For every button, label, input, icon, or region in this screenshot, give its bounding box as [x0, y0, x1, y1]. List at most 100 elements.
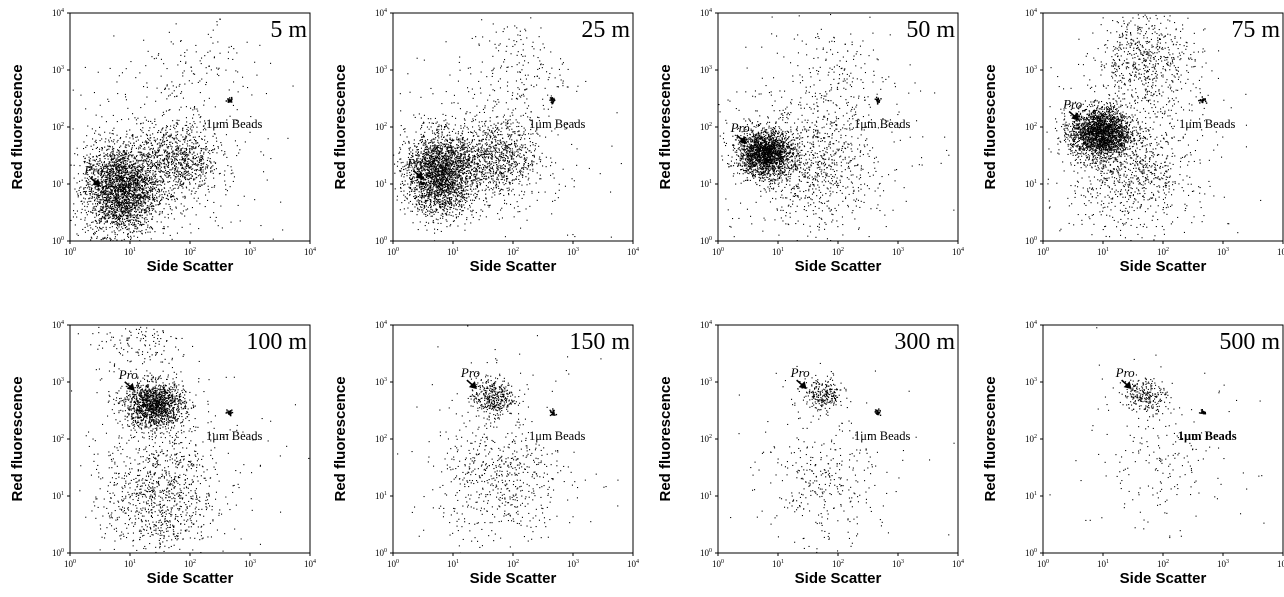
scatter-point: [157, 164, 159, 166]
scatter-point: [457, 156, 459, 158]
scatter-point: [191, 190, 193, 192]
scatter-point: [98, 229, 100, 231]
scatter-point: [112, 193, 114, 195]
scatter-point: [120, 164, 122, 166]
scatter-point: [134, 181, 136, 183]
scatter-point: [435, 204, 437, 206]
scatter-point: [450, 180, 452, 182]
scatter-point: [162, 111, 164, 113]
scatter-point: [415, 185, 417, 187]
scatter-point: [144, 201, 146, 203]
scatter-point: [112, 129, 114, 131]
scatter-point: [159, 203, 161, 205]
scatter-point: [181, 159, 183, 161]
scatter-point: [448, 173, 450, 175]
scatter-point: [135, 190, 137, 192]
scatter-point: [180, 134, 182, 136]
scatter-point: [123, 223, 125, 225]
scatter-point: [438, 162, 440, 164]
scatter-point: [158, 214, 160, 216]
scatter-point: [193, 143, 195, 145]
scatter-point: [149, 159, 151, 161]
scatter-point: [190, 232, 192, 234]
scatter-point: [404, 142, 406, 144]
scatter-point: [427, 206, 429, 208]
scatter-point: [429, 161, 431, 163]
scatter-point: [116, 81, 118, 83]
scatter-point: [183, 172, 185, 174]
scatter-point: [155, 162, 157, 164]
scatter-point: [181, 168, 183, 170]
scatter-point: [120, 211, 122, 213]
scatter-point: [454, 179, 456, 181]
scatter-point: [157, 163, 159, 165]
scatter-point: [436, 147, 438, 149]
scatter-point: [160, 75, 162, 77]
scatter-point: [118, 166, 120, 168]
scatter-point: [106, 165, 108, 167]
scatter-point: [108, 180, 110, 182]
scatter-point: [104, 173, 106, 175]
scatter-point: [124, 194, 126, 196]
scatter-point: [109, 191, 111, 193]
scatter-point: [197, 163, 199, 165]
scatter-point: [139, 176, 141, 178]
scatter-point: [465, 163, 467, 165]
scatter-point: [130, 154, 132, 156]
scatter-point: [211, 186, 213, 188]
scatter-point: [147, 220, 149, 222]
scatter-point: [141, 230, 143, 232]
scatter-point: [112, 146, 114, 148]
scatter-point: [160, 175, 162, 177]
scatter-point: [115, 221, 117, 223]
scatter-point: [145, 217, 147, 219]
scatter-point: [461, 206, 463, 208]
scatter-point: [136, 123, 138, 125]
scatter-point: [434, 134, 436, 136]
scatter-point: [141, 232, 143, 234]
scatter-point: [85, 190, 87, 192]
scatter-point: [162, 163, 164, 165]
scatter-point: [91, 191, 93, 193]
scatter-point: [100, 239, 102, 241]
scatter-point: [165, 172, 167, 174]
scatter-point: [195, 214, 197, 216]
y-tick-label: 102: [52, 122, 64, 132]
scatter-point: [107, 198, 109, 200]
scatter-point: [113, 148, 115, 150]
scatter-point: [182, 174, 184, 176]
scatter-point: [455, 187, 457, 189]
scatter-point: [421, 186, 423, 188]
scatter-point: [116, 201, 118, 203]
scatter-point: [152, 155, 154, 157]
scatter-point: [116, 209, 118, 211]
scatter-point: [421, 160, 423, 162]
scatter-point: [176, 198, 178, 200]
scatter-point: [169, 234, 171, 236]
scatter-point: [447, 134, 449, 136]
scatter-point: [107, 196, 109, 198]
scatter-point: [112, 203, 114, 205]
scatter-point: [172, 85, 174, 87]
scatter-point: [164, 216, 166, 218]
scatter-point: [412, 222, 414, 224]
scatter-point: [114, 157, 116, 159]
scatter-point: [129, 191, 131, 193]
scatter-point: [172, 142, 174, 144]
scatter-point: [454, 174, 456, 176]
scatter-point: [83, 156, 85, 158]
scatter-point: [163, 191, 165, 193]
scatter-point: [143, 39, 145, 41]
scatter-point: [137, 176, 139, 178]
scatter-point: [140, 223, 142, 225]
scatter-point: [454, 191, 456, 193]
scatter-point: [230, 221, 232, 223]
scatter-point: [201, 184, 203, 186]
scatter-point: [453, 163, 455, 165]
scatter-point: [428, 155, 430, 157]
scatter-point: [158, 188, 160, 190]
scatter-point: [95, 158, 97, 160]
scatter-point: [159, 171, 161, 173]
scatter-point: [104, 190, 106, 192]
scatter-point: [129, 172, 131, 174]
